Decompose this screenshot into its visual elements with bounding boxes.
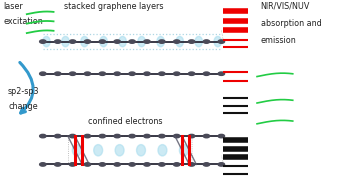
- Circle shape: [84, 72, 91, 75]
- Text: emission: emission: [261, 36, 296, 45]
- Ellipse shape: [180, 145, 188, 156]
- Circle shape: [188, 134, 195, 138]
- Text: absorption and: absorption and: [261, 19, 321, 28]
- Ellipse shape: [195, 36, 202, 47]
- Circle shape: [144, 134, 150, 138]
- Circle shape: [84, 163, 91, 166]
- Circle shape: [144, 40, 150, 43]
- Ellipse shape: [176, 36, 183, 47]
- Ellipse shape: [94, 145, 103, 156]
- Circle shape: [188, 40, 195, 43]
- Circle shape: [203, 40, 210, 43]
- Text: laser: laser: [4, 2, 23, 11]
- Ellipse shape: [43, 36, 50, 47]
- Circle shape: [114, 134, 120, 138]
- Circle shape: [114, 72, 120, 75]
- Circle shape: [99, 72, 106, 75]
- Circle shape: [174, 134, 180, 138]
- Circle shape: [188, 72, 195, 75]
- Circle shape: [99, 163, 106, 166]
- Ellipse shape: [81, 36, 88, 47]
- Circle shape: [129, 40, 135, 43]
- Text: confined electrons: confined electrons: [88, 117, 162, 126]
- Circle shape: [55, 134, 61, 138]
- Circle shape: [84, 40, 91, 43]
- Ellipse shape: [72, 145, 81, 156]
- Circle shape: [69, 72, 76, 75]
- Circle shape: [129, 163, 135, 166]
- Text: NIR/VIS/NUV: NIR/VIS/NUV: [261, 2, 310, 11]
- Circle shape: [174, 40, 180, 43]
- Circle shape: [144, 72, 150, 75]
- Text: change: change: [9, 102, 38, 111]
- Circle shape: [40, 134, 46, 138]
- Circle shape: [114, 40, 120, 43]
- Circle shape: [159, 72, 165, 75]
- Circle shape: [218, 134, 225, 138]
- Ellipse shape: [157, 36, 164, 47]
- Circle shape: [40, 72, 46, 75]
- Text: sp2-sp3: sp2-sp3: [7, 87, 39, 96]
- Circle shape: [159, 40, 165, 43]
- Circle shape: [218, 40, 225, 43]
- Circle shape: [174, 163, 180, 166]
- Circle shape: [159, 134, 165, 138]
- Ellipse shape: [100, 36, 107, 47]
- Ellipse shape: [136, 145, 146, 156]
- Circle shape: [40, 40, 46, 43]
- Circle shape: [174, 72, 180, 75]
- Circle shape: [69, 134, 76, 138]
- Ellipse shape: [138, 36, 145, 47]
- Ellipse shape: [115, 145, 124, 156]
- Circle shape: [114, 163, 120, 166]
- Circle shape: [188, 163, 195, 166]
- Ellipse shape: [158, 145, 167, 156]
- Circle shape: [69, 163, 76, 166]
- Text: stacked graphene layers: stacked graphene layers: [65, 2, 164, 11]
- Circle shape: [203, 134, 210, 138]
- Circle shape: [203, 72, 210, 75]
- Ellipse shape: [62, 36, 69, 47]
- Circle shape: [84, 134, 91, 138]
- Text: excitation: excitation: [4, 17, 43, 26]
- Circle shape: [55, 163, 61, 166]
- Circle shape: [159, 163, 165, 166]
- Circle shape: [129, 72, 135, 75]
- Circle shape: [55, 40, 61, 43]
- Ellipse shape: [119, 36, 126, 47]
- Ellipse shape: [214, 36, 221, 47]
- Circle shape: [40, 163, 46, 166]
- Circle shape: [144, 163, 150, 166]
- Circle shape: [69, 40, 76, 43]
- Circle shape: [203, 163, 210, 166]
- Circle shape: [99, 134, 106, 138]
- Circle shape: [218, 163, 225, 166]
- Circle shape: [129, 134, 135, 138]
- Circle shape: [55, 72, 61, 75]
- Circle shape: [218, 72, 225, 75]
- Circle shape: [99, 40, 106, 43]
